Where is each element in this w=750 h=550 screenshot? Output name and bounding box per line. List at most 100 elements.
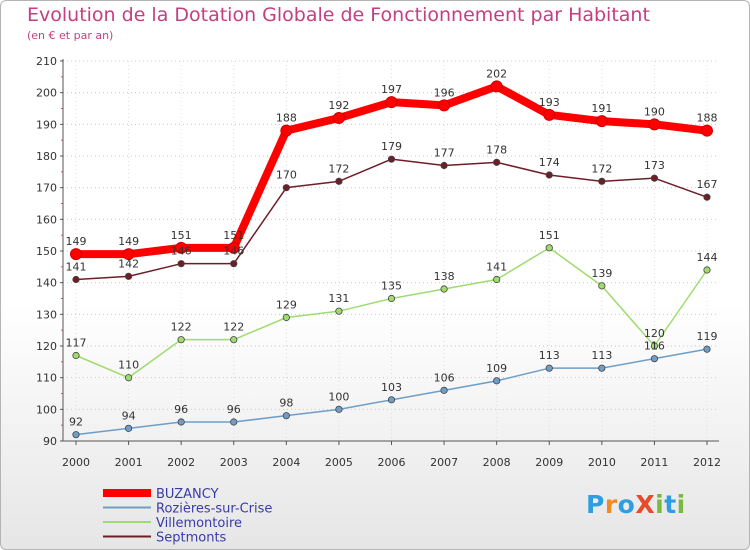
- data-label: 96: [227, 403, 241, 416]
- x-tick-label: 2008: [483, 456, 511, 469]
- data-label: 196: [434, 86, 455, 99]
- data-point: [493, 158, 501, 166]
- data-label: 100: [328, 390, 349, 403]
- x-tick-label: 2000: [62, 456, 90, 469]
- data-point: [387, 396, 396, 404]
- data-point: [124, 272, 133, 280]
- data-point: [122, 248, 135, 261]
- y-tick-label: 180: [36, 150, 57, 163]
- series-septmonts: [72, 155, 711, 284]
- logo-letter: i: [655, 490, 665, 519]
- legend-label: Rozières-sur-Crise: [156, 502, 272, 517]
- data-point: [387, 155, 396, 163]
- data-point: [227, 241, 240, 254]
- data-point: [332, 112, 345, 124]
- data-label: 178: [486, 143, 507, 156]
- legend-label: Villemontoire: [156, 516, 242, 531]
- data-label: 151: [539, 229, 560, 242]
- data-label: 144: [697, 251, 718, 264]
- data-point: [335, 177, 343, 185]
- data-point: [650, 174, 659, 182]
- data-label: 142: [118, 257, 139, 270]
- x-tick-label: 2009: [535, 456, 563, 469]
- logo-letter: P: [586, 490, 605, 519]
- y-tick-label: 130: [36, 308, 57, 321]
- data-point: [490, 80, 503, 93]
- data-point: [440, 161, 448, 170]
- data-label: 190: [644, 105, 665, 118]
- series-villemontoire: [72, 244, 711, 382]
- data-point: [438, 99, 451, 112]
- data-label: 170: [276, 169, 297, 182]
- data-label: 141: [486, 261, 507, 274]
- data-label: 173: [644, 159, 665, 172]
- labels-septmonts: 141 142 146 146 170 172 179 177 178 174 172 173 167: [66, 140, 718, 273]
- x-tick-label: 2001: [115, 456, 143, 469]
- data-label: 179: [381, 140, 402, 153]
- data-point: [335, 307, 343, 315]
- x-tick-label: 2006: [378, 456, 406, 469]
- x-tick-label: 2011: [640, 456, 668, 469]
- logo-letter: t: [664, 490, 677, 519]
- data-point: [703, 193, 711, 201]
- data-point: [230, 260, 238, 268]
- data-label: 113: [539, 349, 560, 362]
- y-tick-label: 210: [36, 55, 57, 68]
- data-label: 92: [69, 416, 83, 429]
- data-point: [545, 171, 553, 179]
- data-label: 94: [122, 409, 136, 422]
- data-label: 151: [223, 229, 244, 242]
- data-label: 172: [591, 162, 612, 175]
- labels-buzancy: 149 149 151 151 188 192 197 196 202 193 191 190 188: [66, 67, 718, 248]
- data-point: [175, 241, 188, 254]
- data-label: 113: [591, 349, 612, 362]
- logo-letter: r: [604, 490, 618, 519]
- data-point: [282, 184, 290, 192]
- data-point: [177, 336, 185, 344]
- data-label: 151: [171, 229, 192, 242]
- chart-title: Evolution de la Dotation Globale de Fonc…: [27, 4, 650, 26]
- data-point: [598, 177, 606, 185]
- chart-subtitle: (en € et par an): [27, 29, 114, 42]
- data-point: [598, 364, 606, 372]
- data-label: 188: [697, 112, 718, 125]
- labels-rozi-res-sur-crise: 92 94 96 96 98 100 103 106 109 113 113 116 119: [69, 330, 718, 429]
- data-label: 117: [66, 337, 87, 350]
- data-label: 197: [381, 83, 402, 96]
- data-point: [650, 355, 659, 363]
- data-label: 146: [223, 245, 244, 258]
- data-label: 188: [276, 112, 297, 125]
- data-point: [124, 424, 133, 432]
- data-label: 110: [118, 359, 139, 372]
- data-label: 139: [591, 267, 612, 280]
- data-label: 172: [328, 162, 349, 175]
- data-label: 138: [434, 270, 455, 283]
- data-label: 120: [644, 327, 665, 340]
- data-label: 116: [644, 340, 665, 353]
- data-point: [335, 405, 343, 413]
- data-point: [387, 294, 396, 303]
- data-label: 177: [434, 147, 455, 160]
- data-point: [648, 118, 661, 131]
- data-label: 119: [697, 330, 718, 343]
- y-tick-label: 170: [36, 182, 57, 195]
- data-label: 109: [486, 362, 507, 375]
- x-tick-label: 2003: [220, 456, 248, 469]
- x-tick-label: 2010: [588, 456, 616, 469]
- y-tick-label: 100: [36, 403, 57, 416]
- data-label: 174: [539, 156, 560, 169]
- data-label: 202: [486, 67, 507, 80]
- legend: BUZANCYRozières-sur-CriseVillemontoireSe…: [103, 487, 272, 546]
- data-point: [440, 386, 448, 394]
- data-point: [598, 282, 606, 290]
- y-tick-label: 120: [36, 340, 57, 353]
- data-point: [230, 418, 238, 426]
- x-tick-label: 2002: [167, 456, 195, 469]
- data-point: [440, 285, 448, 293]
- data-point: [70, 248, 82, 261]
- data-label: 131: [328, 292, 349, 305]
- data-point: [493, 275, 501, 284]
- y-tick-label: 150: [36, 245, 57, 258]
